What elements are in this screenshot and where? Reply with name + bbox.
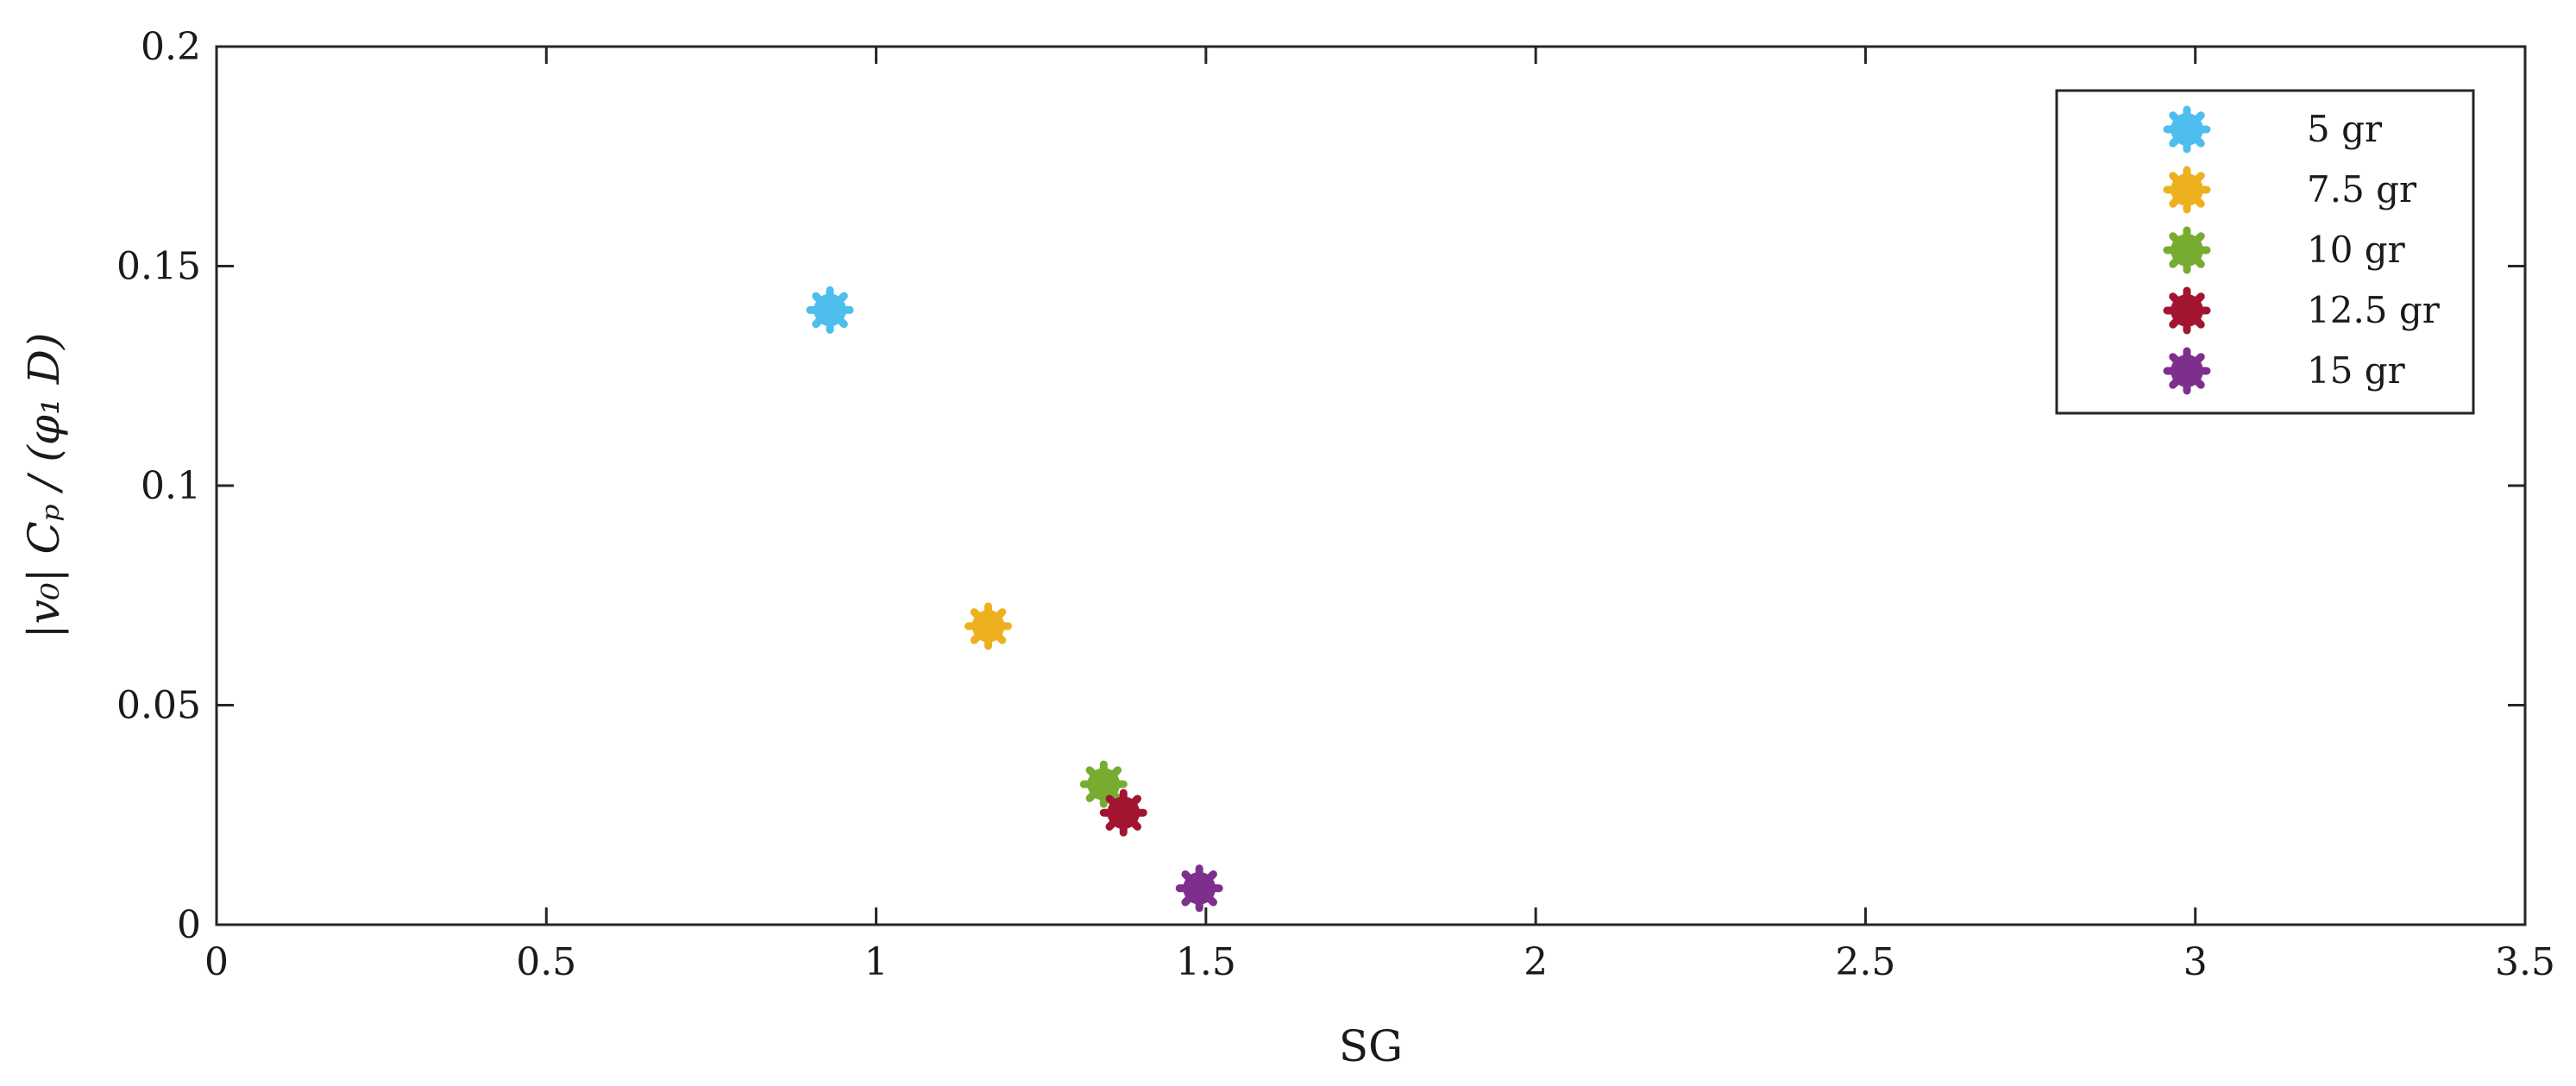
x-axis: 0 0.5 1 1.5 2 2.5 3 3.5	[204, 47, 2555, 984]
legend-box	[2055, 89, 2475, 415]
x-tick-label: 3.5	[2495, 940, 2555, 984]
legend-marker	[2163, 226, 2211, 274]
legend-marker	[2163, 166, 2211, 214]
legend-label: 15 gr	[2307, 349, 2406, 392]
legend-marker	[2163, 347, 2211, 395]
data-point	[1175, 864, 1223, 913]
y-tick-label: 0.05	[116, 684, 201, 728]
x-tick-label: 0.5	[516, 940, 576, 984]
y-tick-label: 0.2	[141, 25, 201, 69]
data-point	[1099, 788, 1147, 837]
x-tick-label: 2.5	[1835, 940, 1895, 984]
legend: 5 gr 7.5 gr 10 gr 12.5 gr 15 gr	[2055, 89, 2475, 415]
legend-marker	[2163, 286, 2211, 335]
x-tick-label: 1	[864, 940, 889, 984]
legend-item: 10 gr	[2163, 226, 2406, 274]
x-tick-label: 3	[2183, 940, 2208, 984]
legend-item: 7.5 gr	[2163, 166, 2417, 214]
legend-label: 7.5 gr	[2307, 168, 2417, 210]
legend-marker	[2163, 105, 2211, 154]
legend-item: 12.5 gr	[2163, 286, 2441, 335]
y-tick-label: 0	[177, 903, 201, 947]
x-axis-title: SG	[1339, 1021, 1403, 1071]
legend-label: 12.5 gr	[2307, 289, 2441, 331]
legend-item: 5 gr	[2163, 105, 2383, 154]
data-point	[806, 286, 854, 334]
x-tick-label: 0	[204, 940, 229, 984]
y-axis-title: |v₀| Cₚ / (φ₁ D)	[19, 333, 69, 639]
data-point	[1079, 760, 1128, 808]
y-axis: 0 0.05 0.1 0.15 0.2	[116, 25, 2525, 947]
y-tick-label: 0.1	[141, 464, 201, 508]
legend-label: 5 gr	[2307, 108, 2383, 150]
data-points	[806, 286, 1223, 913]
data-point	[964, 602, 1013, 650]
y-tick-label: 0.15	[116, 245, 201, 289]
legend-label: 10 gr	[2307, 229, 2406, 271]
x-tick-label: 1.5	[1176, 940, 1236, 984]
x-tick-label: 2	[1524, 940, 1548, 984]
legend-item: 15 gr	[2163, 347, 2406, 395]
